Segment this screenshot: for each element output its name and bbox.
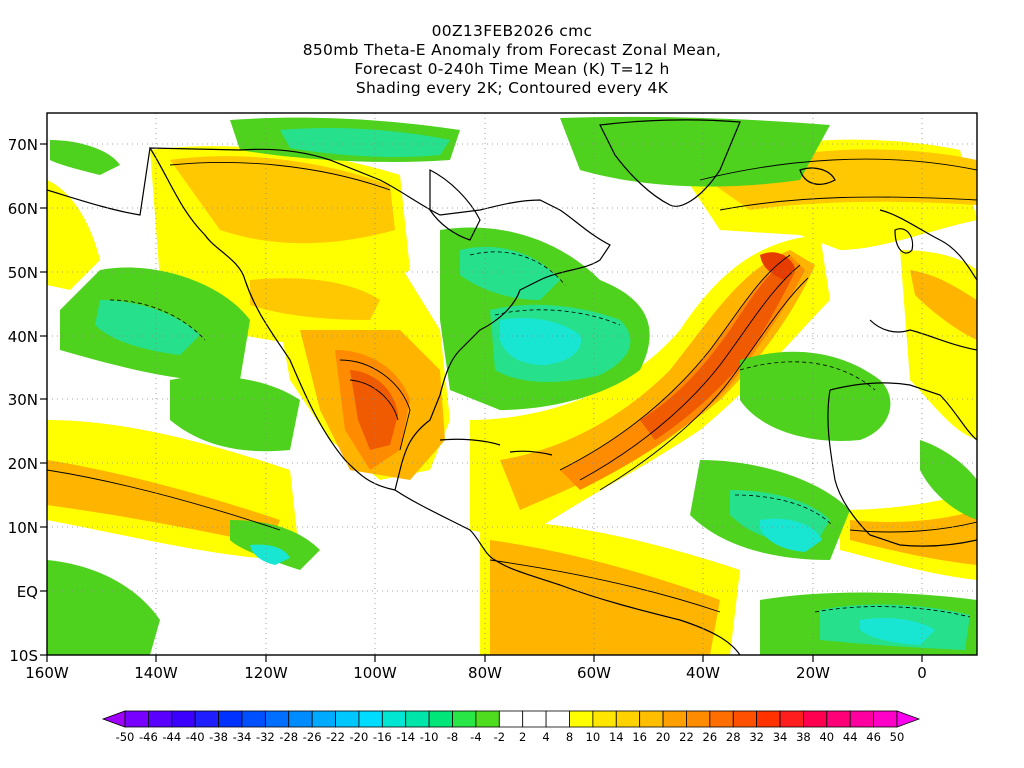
anomaly-shading (47, 116, 977, 655)
latitude-labels: 70N 60N 50N 40N 30N 20N 10N EQ 10S (8, 136, 38, 665)
coastlines (47, 119, 977, 655)
lat-label: 50N (8, 264, 38, 282)
lat-label: EQ (17, 583, 38, 601)
lat-label: 70N (8, 136, 38, 154)
lon-label: 160W (25, 664, 69, 682)
plot-frame (46, 112, 978, 656)
lon-label: 0 (917, 664, 927, 682)
lon-label: 100W (353, 664, 397, 682)
title-line-2: 850mb Theta-E Anomaly from Forecast Zona… (302, 41, 722, 59)
longitude-labels: 160W 140W 120W 100W 80W 60W 40W 20W 0 (25, 664, 927, 682)
lat-label: 60N (8, 200, 38, 218)
title-line-4: Shading every 2K; Contoured every 4K (355, 79, 669, 97)
lat-label: 10N (8, 519, 38, 537)
lon-label: 140W (134, 664, 178, 682)
contours (47, 158, 977, 613)
lon-label: 80W (468, 664, 502, 682)
title-line-3: Forecast 0-240h Time Mean (K) T=12 h (354, 60, 670, 78)
title-line-1: 00Z13FEB2026 cmc (431, 22, 593, 40)
graticule (47, 113, 977, 655)
lon-label: 120W (244, 664, 288, 682)
lat-label: 20N (8, 455, 38, 473)
lon-label: 60W (577, 664, 611, 682)
title-block: 00Z13FEB2026 cmc 850mb Theta-E Anomaly f… (0, 22, 1024, 98)
lat-label: 10S (9, 647, 38, 665)
tick-marks (40, 143, 923, 662)
lat-label: 30N (8, 391, 38, 409)
lat-label: 40N (8, 328, 38, 346)
lon-label: 20W (796, 664, 830, 682)
lon-label: 40W (686, 664, 720, 682)
